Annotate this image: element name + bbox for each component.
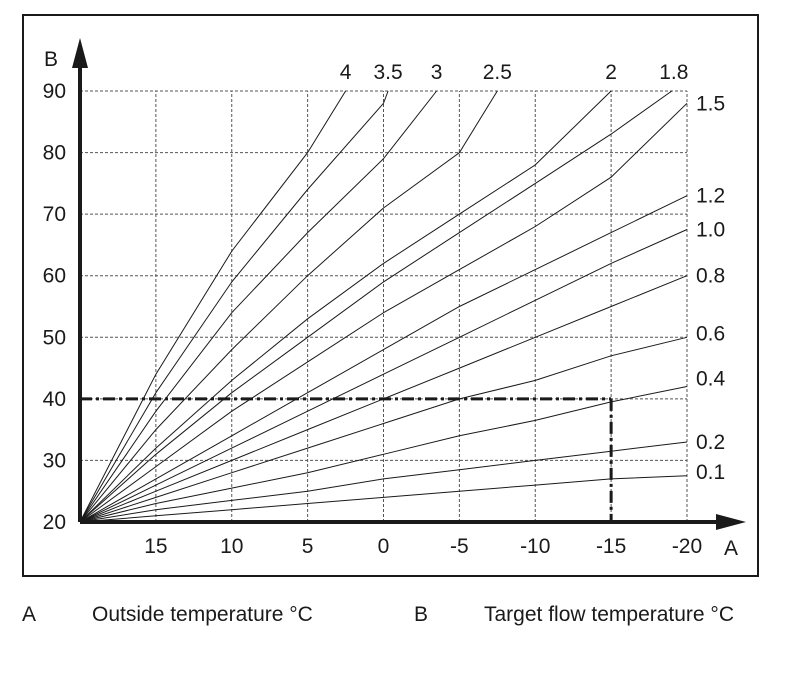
y-tick-label: 60 bbox=[43, 265, 66, 288]
curve-label-1-8: 1.8 bbox=[659, 61, 688, 84]
x-axis-letter: A bbox=[724, 537, 738, 560]
x-axis-arrow bbox=[716, 514, 746, 530]
curve-label-3: 3 bbox=[431, 61, 443, 84]
heating-curve-1-8 bbox=[79, 90, 673, 523]
heating-curve-0-2 bbox=[79, 441, 688, 523]
legend-key-b: B bbox=[414, 603, 429, 626]
heating-curve-1-0 bbox=[79, 229, 688, 523]
x-tick-label: 5 bbox=[302, 535, 314, 558]
heating-curve-2 bbox=[79, 90, 612, 523]
x-tick-label: 0 bbox=[378, 535, 390, 558]
curve-label-2-5: 2.5 bbox=[483, 61, 512, 84]
legend-key-a: A bbox=[22, 603, 37, 626]
y-tick-label: 90 bbox=[43, 80, 66, 103]
y-tick-label: 80 bbox=[43, 142, 66, 165]
y-tick-label: 20 bbox=[43, 511, 66, 534]
y-tick-label: 40 bbox=[43, 388, 66, 411]
curve-label-3-5: 3.5 bbox=[373, 61, 402, 84]
x-tick-label: -15 bbox=[596, 535, 626, 558]
y-tick-label: 50 bbox=[43, 326, 66, 349]
chart-frame: 15 10 5 0 -5 -10 -15 -20 20 30 40 50 60 70 80 90 A B 4 3.5 3… bbox=[22, 14, 759, 577]
heating-curve-4 bbox=[79, 90, 347, 523]
curve-label-0-6: 0.6 bbox=[696, 322, 725, 345]
curve-label-1-5: 1.5 bbox=[696, 92, 725, 115]
y-tick-label: 70 bbox=[43, 203, 66, 226]
x-tick-label: 10 bbox=[220, 535, 243, 558]
x-tick-label: 15 bbox=[144, 535, 167, 558]
curve-label-0-1: 0.1 bbox=[696, 461, 725, 484]
heating-curve-0-4 bbox=[79, 386, 688, 523]
y-axis-letter: B bbox=[44, 48, 58, 71]
curve-label-1-2: 1.2 bbox=[696, 185, 725, 208]
heating-curve-0-1 bbox=[79, 475, 688, 523]
y-axis-arrow bbox=[72, 38, 88, 68]
legend-text-a: Outside temperature °C bbox=[92, 603, 313, 626]
curve-label-4: 4 bbox=[340, 61, 352, 84]
x-tick-label: -5 bbox=[450, 535, 469, 558]
curve-label-0-4: 0.4 bbox=[696, 368, 726, 391]
legend-text-b: Target flow temperature °C bbox=[484, 603, 735, 626]
curve-label-1-0: 1.0 bbox=[696, 219, 725, 242]
heating-curve-1-5 bbox=[79, 102, 688, 523]
heating-curve-0-6 bbox=[79, 336, 688, 523]
curve-label-0-2: 0.2 bbox=[696, 431, 725, 454]
heating-curve-3-5 bbox=[79, 90, 389, 523]
y-tick-label: 30 bbox=[43, 449, 66, 472]
curve-label-0-8: 0.8 bbox=[696, 265, 725, 288]
heating-curve-1-2 bbox=[79, 195, 688, 523]
x-tick-label: -10 bbox=[520, 535, 550, 558]
heating-curve-3 bbox=[79, 90, 437, 523]
curve-label-2: 2 bbox=[605, 61, 617, 84]
x-tick-label: -20 bbox=[672, 535, 702, 558]
heating-curve-2-5 bbox=[79, 90, 498, 523]
